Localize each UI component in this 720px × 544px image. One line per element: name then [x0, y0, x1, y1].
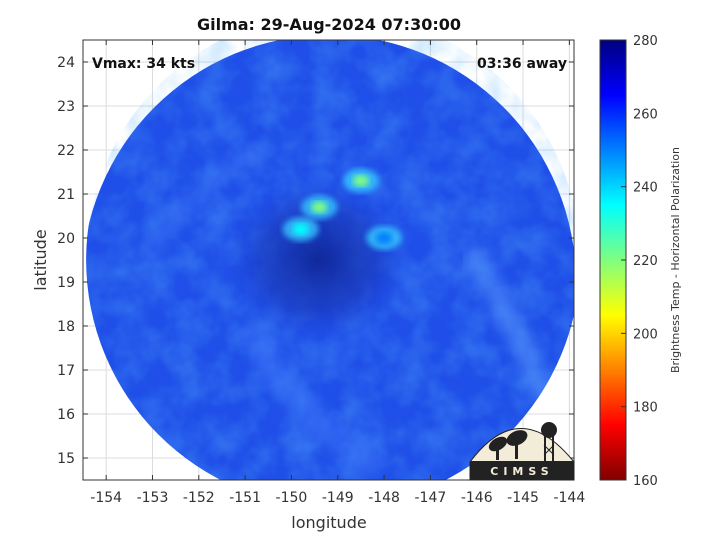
x-tick-label: -147	[415, 490, 447, 506]
y-axis-label: latitude	[31, 229, 50, 290]
x-tick-label: -148	[368, 490, 400, 506]
x-tick-label: -150	[276, 490, 308, 506]
low-temperature-spots	[282, 168, 403, 250]
cold-cloud-core	[376, 232, 393, 244]
map-axes-frame	[82, 39, 575, 481]
y-tick-label: 16	[57, 407, 75, 423]
x-tick-label: -146	[461, 490, 493, 506]
colorbar-tick-label: 160	[633, 474, 658, 489]
figure-title: Gilma: 29-Aug-2024 07:30:00	[197, 15, 461, 34]
colorbar-tick-label: 240	[633, 181, 658, 196]
y-tick-label: 20	[57, 231, 75, 247]
y-tick-label: 19	[57, 275, 75, 291]
y-tick-label: 24	[57, 55, 75, 71]
colorbar-tick-label: 200	[633, 327, 658, 342]
colorbar-tick-label: 260	[633, 107, 658, 122]
x-tick-label: -149	[322, 490, 354, 506]
cold-cloud-core	[311, 201, 328, 214]
vmax-label: Vmax: 34 kts	[92, 56, 195, 72]
x-tick-label: -151	[229, 490, 261, 506]
y-tick-label: 17	[57, 363, 75, 379]
y-tick-label: 22	[57, 143, 75, 159]
y-tick-label: 23	[57, 99, 75, 115]
cimss-logo: CIMSS	[469, 422, 575, 481]
colorbar-tick-label: 220	[633, 254, 658, 269]
cimss-logo-text: CIMSS	[490, 465, 553, 478]
colorbar-ticks: 160 180 200 220 240 260 280	[621, 34, 658, 489]
cold-cloud-core	[292, 223, 309, 236]
y-tick-label: 21	[57, 187, 75, 203]
y-tick-label: 18	[57, 319, 75, 335]
colorbar-tick-label: 280	[633, 34, 658, 49]
colorbar-tick-label: 180	[633, 401, 658, 416]
map-ticks: -154 -153 -152 -151 -150 -149 -148 -147 -146 -145…	[57, 40, 585, 506]
microwave-swath	[86, 40, 574, 480]
x-axis-label: longitude	[291, 513, 366, 532]
colorbar-label: Brightness Temp - Horizontal Polarizatio…	[669, 147, 682, 373]
x-tick-label: -145	[507, 490, 539, 506]
y-tick-label: 15	[57, 451, 75, 467]
x-tick-label: -144	[553, 490, 585, 506]
x-tick-label: -154	[90, 490, 122, 506]
time-away-label: 03:36 away	[477, 56, 567, 72]
cold-cloud-core	[352, 174, 369, 187]
x-tick-label: -152	[183, 490, 215, 506]
x-tick-label: -153	[137, 490, 169, 506]
